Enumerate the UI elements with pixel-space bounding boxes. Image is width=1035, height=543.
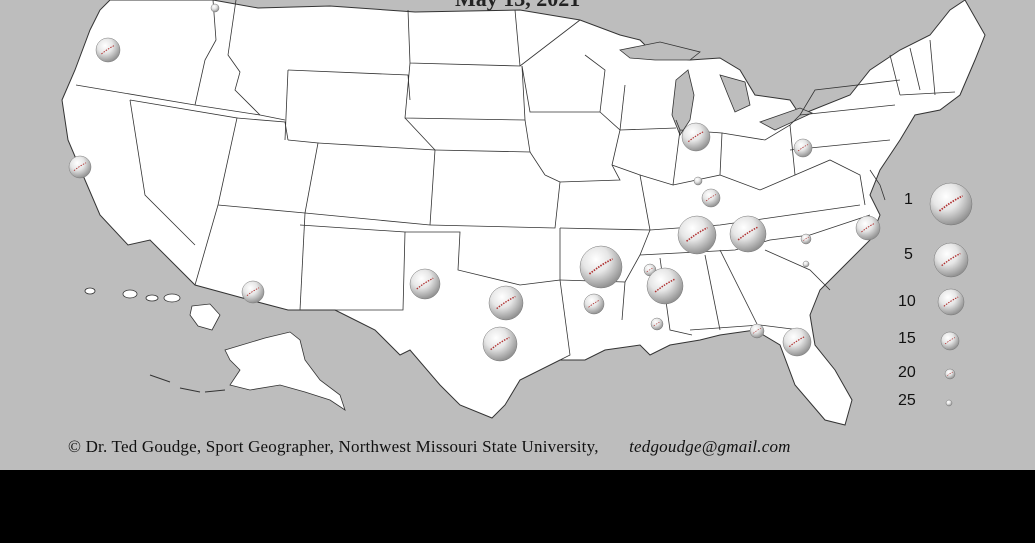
baseball-icon [409,268,441,300]
baseball-icon [488,285,524,321]
baseball-icon [95,37,121,63]
baseball-icon [579,245,623,289]
baseball-icon [583,293,605,315]
baseball-icon [241,280,265,304]
baseball-icon [650,317,664,331]
legend-baseball-icon [937,288,965,316]
us-map [61,0,986,426]
baseball-icon [68,155,92,179]
alaska-islands [149,374,226,393]
baseball-icon [793,138,813,158]
legend-label-20: 20 [898,364,916,381]
hawaii [84,287,221,331]
bottom-band [0,470,1035,543]
legend-baseball-icon [933,242,969,278]
baseball-icon [729,215,767,253]
lake-erie [759,107,813,131]
baseball-icon [482,326,518,362]
legend-baseball-icon [929,182,973,226]
legend-baseball-icon [940,331,960,351]
legend-label-10: 10 [898,293,916,310]
legend-label-15: 15 [898,330,916,347]
baseball-icon [646,267,684,305]
baseball-icon [681,122,711,152]
credit-text: © Dr. Ted Goudge, Sport Geographer, Nort… [68,437,599,456]
alaska [224,331,346,411]
legend-label-1: 1 [904,191,913,208]
legend-baseball-icon [944,368,956,380]
map-panel: May 13, 2021 1 5 10 15 20 25 © Dr. Ted G… [0,0,1035,470]
legend-symbols [929,182,973,407]
credit-email: tedgoudge@gmail.com [629,437,791,456]
baseball-icon [677,215,717,255]
baseball-icon [693,176,703,186]
legend-label-25: 25 [898,392,916,409]
baseball-icon [800,233,812,245]
map-title: May 13, 2021 [455,0,580,12]
team-markers [68,3,881,362]
credit-line: © Dr. Ted Goudge, Sport Geographer, Nort… [68,437,791,457]
lake-superior [619,41,701,61]
lake-huron [719,74,751,113]
legend-baseball-icon [945,399,953,407]
baseball-icon [210,3,220,13]
lake-michigan [671,69,695,136]
baseball-icon [782,327,812,357]
legend-label-5: 5 [904,246,913,263]
baseball-icon [802,260,810,268]
baseball-icon [749,323,765,339]
baseball-icon [855,215,881,241]
baseball-icon [701,188,721,208]
